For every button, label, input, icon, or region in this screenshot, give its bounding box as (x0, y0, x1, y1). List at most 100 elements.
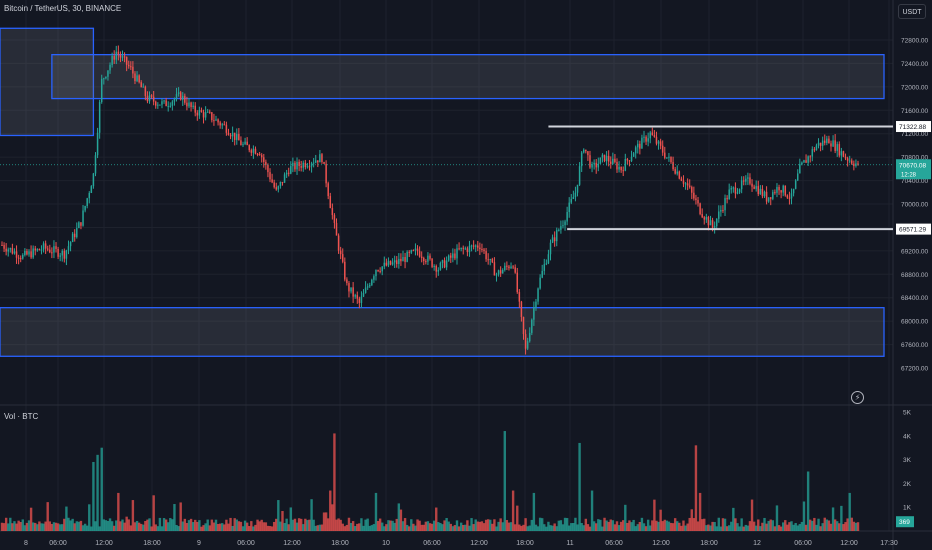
candle (90, 186, 93, 194)
volume-bar (634, 526, 637, 531)
candle (312, 162, 315, 164)
candle (838, 144, 841, 156)
candle (263, 157, 265, 162)
candle (71, 233, 74, 243)
volume-bar (561, 524, 565, 531)
volume-bar (262, 522, 265, 531)
candle (769, 197, 772, 199)
volume-bar (592, 521, 596, 531)
volume-bar (75, 521, 78, 531)
candle (412, 250, 415, 252)
volume-bar (503, 431, 506, 531)
volume-bar (418, 520, 421, 531)
x-tick-label: 8 (24, 540, 28, 547)
volume-bar (322, 512, 326, 531)
volume-bar (279, 521, 282, 531)
volume-bar (100, 447, 103, 531)
volume-bar (235, 519, 238, 531)
candle (373, 276, 375, 280)
volume-bar (543, 524, 546, 531)
candle (250, 150, 253, 153)
y-tick-label: 69200.00 (901, 248, 928, 255)
volume-bar (813, 517, 816, 531)
x-tick-label: 06:00 (423, 540, 441, 547)
volume-bar (316, 525, 320, 531)
candle (462, 247, 464, 249)
volume-bar (370, 525, 374, 531)
volume-bar (401, 521, 405, 531)
candle (352, 287, 354, 297)
volume-bar (4, 517, 8, 531)
candle (98, 102, 101, 133)
volume-bar (829, 523, 833, 531)
candle (528, 332, 531, 342)
volume-bar (318, 524, 322, 531)
candle (171, 101, 174, 106)
volume-bar (29, 507, 33, 531)
candle (483, 249, 485, 252)
candle (314, 160, 317, 163)
candle (406, 251, 408, 262)
candle (142, 86, 145, 88)
candle (389, 260, 392, 265)
volume-bar (362, 525, 365, 531)
volume-bar (489, 519, 492, 531)
candle (564, 221, 566, 226)
volume-bar (148, 518, 151, 531)
volume-bar (9, 517, 12, 531)
candle (657, 141, 660, 144)
level-price-tag (896, 223, 931, 235)
volume-bar (428, 523, 432, 531)
candle (310, 163, 313, 167)
volume-bar (264, 522, 268, 531)
volume-bar (245, 522, 249, 531)
volume-bar (270, 526, 274, 531)
volume-bar (125, 516, 128, 531)
candle (570, 198, 573, 203)
volume-bar (374, 492, 378, 531)
volume-bar (501, 522, 504, 531)
candle (757, 186, 760, 195)
volume-bar (854, 522, 858, 531)
candle (294, 162, 296, 170)
volume-bar (231, 525, 234, 531)
candle (132, 66, 134, 74)
volume-bar (326, 518, 330, 531)
volume-bar (686, 523, 689, 531)
y-tick-label: 68000.00 (901, 319, 928, 326)
volume-bar (233, 518, 236, 531)
volume-bar (779, 526, 783, 531)
candle (238, 133, 240, 141)
volume-bar (642, 523, 646, 531)
volume-bar (572, 522, 575, 531)
candle (13, 251, 16, 254)
volume-bar (54, 522, 58, 531)
volume-bar (524, 518, 527, 531)
volume-bar (169, 518, 172, 531)
volume-bar (588, 526, 592, 531)
candle (302, 162, 305, 168)
x-tick-label: 06:00 (49, 540, 67, 547)
volume-bar (216, 523, 220, 531)
volume-bar (457, 526, 461, 531)
volume-bar (684, 525, 687, 531)
candle (256, 153, 259, 155)
candle (34, 248, 36, 251)
candle (161, 101, 163, 105)
candle (306, 166, 309, 168)
lightning-bolt-icon[interactable]: ⚡︎ (851, 391, 864, 404)
candle (144, 86, 147, 97)
volume-bar (806, 471, 810, 531)
candle (447, 255, 450, 261)
candle (63, 250, 66, 259)
currency-button[interactable]: USDT (898, 4, 926, 19)
volume-bar (422, 524, 425, 531)
volume-bar (156, 526, 160, 531)
candle (751, 183, 753, 187)
candle (53, 246, 55, 253)
candle (792, 188, 795, 194)
candle (824, 140, 826, 143)
candle (327, 183, 329, 197)
candle (362, 292, 365, 297)
